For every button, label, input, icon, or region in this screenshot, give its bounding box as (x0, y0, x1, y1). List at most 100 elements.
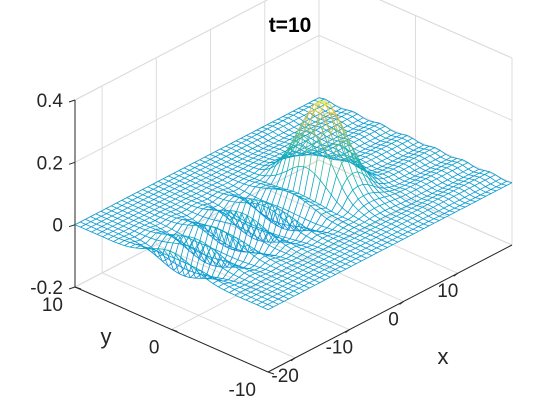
mesh-line (374, 215, 381, 220)
mesh-line (458, 190, 465, 194)
mesh-line (328, 243, 334, 247)
mesh-line (446, 160, 452, 165)
mesh-line (279, 240, 286, 246)
mesh-line (267, 202, 274, 207)
mesh-line (386, 145, 393, 150)
mesh-line (206, 187, 213, 191)
mesh-line (457, 161, 463, 166)
mesh-line (260, 269, 266, 273)
mesh-line (341, 108, 347, 111)
mesh-line (167, 265, 174, 271)
mesh-line (308, 100, 314, 104)
mesh-line (427, 201, 433, 205)
mesh-line (253, 255, 260, 261)
mesh-line (187, 221, 194, 226)
mesh-line (101, 223, 108, 227)
mesh-line (417, 212, 423, 216)
mesh-line (241, 153, 248, 157)
mesh-line (369, 137, 376, 142)
mesh-line (406, 207, 412, 212)
mesh-line (317, 149, 324, 153)
mesh-line (161, 234, 168, 242)
mesh-line (149, 212, 155, 216)
mesh-line (306, 242, 313, 246)
mesh-line (387, 160, 393, 165)
mesh-line (209, 151, 216, 155)
mesh-line (383, 187, 390, 192)
mesh-line (271, 203, 278, 207)
mesh-line (331, 201, 338, 212)
mesh-line (426, 193, 433, 197)
mesh-line (233, 185, 239, 189)
mesh-line (339, 250, 346, 255)
mesh-line (127, 204, 133, 209)
mesh-line (335, 105, 342, 109)
mesh-line (384, 203, 391, 209)
mesh-line (490, 180, 496, 185)
mesh-line (419, 155, 425, 159)
mesh-line (240, 137, 247, 141)
mesh-line (118, 243, 125, 246)
mesh-line (204, 244, 211, 248)
mesh-line (421, 202, 428, 205)
mesh-line (268, 153, 275, 157)
mesh-line (457, 164, 463, 169)
mesh-line (308, 103, 315, 108)
mesh-line (344, 245, 350, 249)
mesh-line (216, 169, 222, 173)
mesh-line (436, 178, 443, 183)
mesh-line (194, 172, 201, 176)
mesh-line (258, 159, 265, 162)
mesh-line (350, 255, 357, 259)
mesh-line (268, 232, 275, 243)
mesh-line (268, 151, 275, 155)
mesh-line (323, 114, 330, 130)
mesh-line (402, 152, 409, 157)
mesh-line (270, 268, 277, 272)
mesh-line (326, 211, 333, 216)
mesh-line (362, 173, 369, 178)
mesh-line (405, 186, 411, 190)
mesh-line (425, 178, 432, 182)
mesh-line (272, 128, 279, 133)
mesh-line (296, 257, 303, 261)
mesh-line (387, 171, 394, 175)
mesh-line (444, 214, 450, 219)
mesh-line (284, 236, 291, 240)
mesh-line (295, 223, 301, 229)
mesh-line (422, 209, 429, 214)
mesh-line (158, 191, 165, 195)
mesh-line (278, 211, 285, 216)
mesh-line (298, 112, 305, 116)
mesh-line (133, 215, 140, 219)
mesh-line (424, 152, 431, 157)
mesh-line (433, 220, 440, 224)
mesh-line (412, 228, 419, 232)
mesh-line (272, 288, 278, 292)
mesh-line (454, 199, 460, 204)
mesh-line (375, 148, 382, 152)
mesh-line (212, 283, 219, 288)
mesh-line (159, 204, 166, 208)
mesh-line (293, 197, 300, 214)
mesh-line (191, 205, 198, 208)
mesh-line (338, 240, 345, 244)
mesh-line (318, 97, 325, 100)
mesh-line (357, 195, 364, 200)
mesh-line (167, 261, 174, 267)
mesh-line (150, 229, 156, 232)
mesh-line (307, 124, 314, 131)
mesh-line (173, 172, 180, 177)
mesh-line (363, 128, 370, 132)
mesh-line (233, 274, 240, 278)
mesh-line (327, 232, 334, 235)
mesh-line (441, 167, 447, 171)
mesh-line (330, 274, 336, 278)
mesh-line (348, 224, 355, 228)
mesh-line (376, 244, 383, 249)
mesh-line (279, 148, 286, 152)
mesh-line (425, 175, 432, 179)
mesh-line (359, 229, 366, 233)
mesh-line (443, 195, 449, 200)
mesh-line (434, 147, 441, 151)
